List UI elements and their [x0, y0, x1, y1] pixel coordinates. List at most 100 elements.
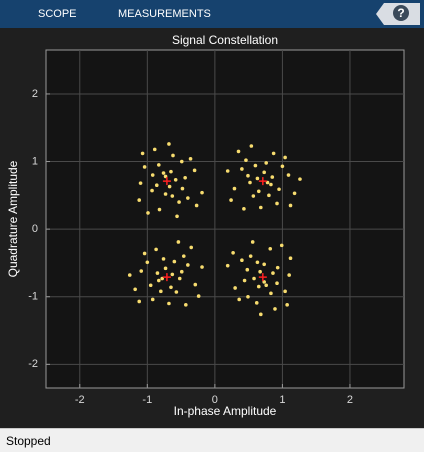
received-symbol: [161, 171, 166, 175]
received-symbol: [283, 289, 287, 294]
received-symbol: [192, 168, 197, 173]
received-symbol: [163, 192, 168, 196]
received-symbol: [157, 207, 162, 212]
x-tick-label: 0: [212, 394, 218, 406]
toolbar: SCOPE MEASUREMENTS ?: [0, 0, 424, 28]
received-symbol: [262, 262, 266, 267]
help-icon[interactable]: ?: [393, 5, 409, 21]
received-symbol: [186, 263, 190, 267]
received-symbol: [246, 294, 250, 299]
status-bar: Stopped: [0, 428, 424, 452]
received-symbol: [170, 272, 175, 277]
received-symbol: [176, 240, 181, 244]
received-symbol: [229, 198, 233, 202]
received-symbol: [177, 200, 181, 204]
received-symbol: [169, 169, 173, 174]
received-symbol: [240, 258, 244, 263]
received-symbol: [255, 176, 260, 181]
received-symbol: [150, 188, 154, 193]
received-symbol: [298, 177, 302, 181]
received-symbol: [142, 251, 147, 256]
received-symbol: [173, 177, 178, 182]
received-symbol: [244, 158, 248, 162]
received-symbol: [270, 175, 275, 179]
received-symbol: [259, 205, 263, 210]
y-tick-label: -1: [28, 291, 38, 303]
help-button[interactable]: ?: [376, 3, 420, 25]
received-symbol: [271, 271, 275, 275]
received-symbol: [251, 194, 256, 198]
received-symbol: [157, 163, 161, 167]
received-symbol: [256, 189, 261, 194]
received-symbol: [175, 214, 179, 219]
received-symbol: [150, 297, 155, 302]
received-symbol: [169, 285, 173, 290]
received-symbol: [127, 273, 132, 277]
received-symbol: [225, 169, 230, 173]
received-symbol: [286, 173, 291, 177]
received-symbol: [240, 167, 244, 171]
reference-point: [162, 177, 171, 186]
received-symbol: [146, 211, 150, 215]
received-symbol: [288, 203, 293, 208]
received-symbol: [137, 198, 142, 202]
received-symbol: [237, 297, 241, 302]
received-symbol: [186, 196, 190, 200]
plot-area: [45, 49, 405, 389]
received-symbol: [287, 273, 291, 277]
reference-point: [258, 273, 267, 282]
received-symbol: [155, 271, 160, 275]
received-symbol: [167, 301, 171, 306]
received-symbol: [264, 161, 269, 165]
reference-point: [162, 273, 171, 282]
received-symbol: [275, 265, 280, 270]
received-symbol: [255, 260, 260, 265]
y-axis-label: Quadrature Amplitude: [6, 160, 20, 277]
received-symbol: [242, 207, 246, 211]
received-symbol: [285, 303, 289, 307]
received-symbol: [184, 303, 188, 307]
received-symbol: [253, 163, 258, 168]
status-text: Stopped: [6, 434, 51, 448]
received-symbol: [183, 175, 187, 180]
received-symbol: [157, 278, 161, 283]
received-symbol: [179, 269, 184, 274]
received-symbol: [200, 265, 204, 269]
received-symbol: [246, 173, 250, 178]
received-symbol: [133, 287, 137, 292]
received-symbol: [275, 281, 279, 286]
received-symbol: [236, 149, 241, 154]
y-tick-label: -2: [28, 358, 38, 370]
received-symbol: [154, 247, 158, 252]
received-symbol: [262, 170, 266, 175]
received-symbol: [140, 151, 145, 156]
x-tick-label: 2: [347, 394, 353, 406]
received-symbol: [167, 184, 172, 189]
x-axis-label: In-phase Amplitude: [174, 404, 277, 418]
received-symbol: [148, 283, 153, 288]
received-symbol: [154, 183, 159, 187]
received-symbol: [292, 191, 297, 196]
received-symbol: [138, 181, 143, 185]
chart: Signal Constellation In-phase Amplitude …: [6, 33, 405, 418]
y-tick-label: 0: [32, 223, 38, 235]
received-symbol: [248, 180, 252, 185]
received-symbol: [232, 186, 237, 191]
received-symbol: [288, 256, 293, 261]
received-symbol: [179, 159, 184, 164]
received-symbol: [163, 266, 168, 271]
tab[interactable]: MEASUREMENTS: [118, 8, 211, 20]
received-symbol: [275, 201, 279, 206]
received-symbol: [145, 260, 150, 265]
tab[interactable]: SCOPE: [38, 8, 77, 20]
received-symbol: [250, 240, 255, 244]
received-symbol: [172, 259, 177, 264]
received-symbol: [171, 153, 175, 158]
received-symbol: [170, 194, 175, 198]
received-symbol: [181, 254, 186, 258]
received-symbol: [193, 282, 198, 287]
received-symbol: [242, 278, 247, 283]
y-tick-label: 1: [32, 155, 38, 167]
received-symbol: [248, 254, 253, 258]
received-symbol: [196, 294, 201, 298]
